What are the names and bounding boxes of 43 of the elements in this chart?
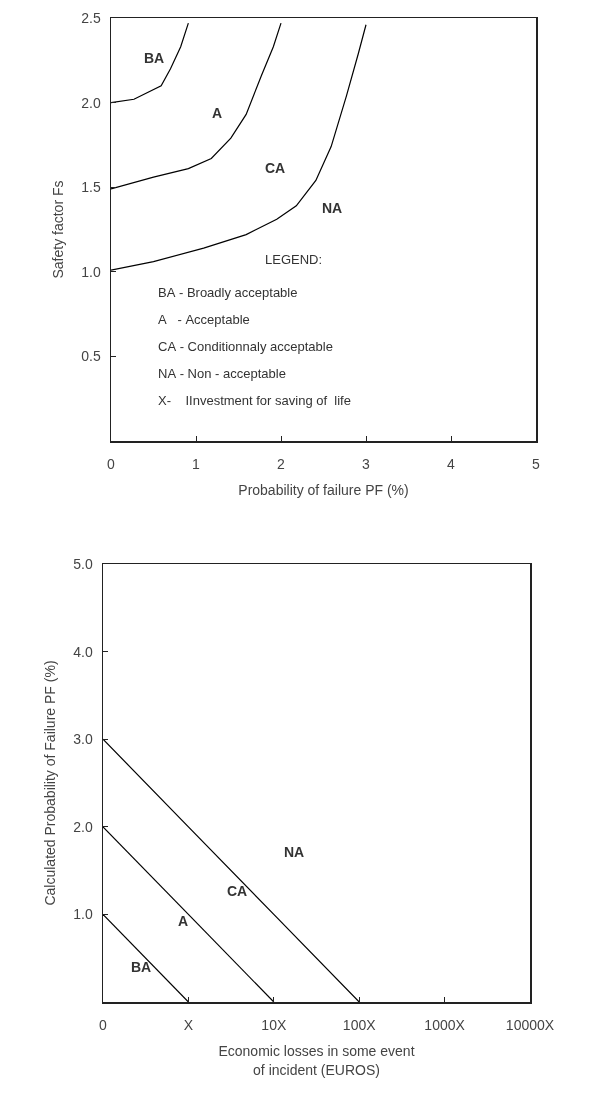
line-series [111,24,367,271]
annotation: A [178,913,189,929]
x-tick-label: 0 [99,1017,108,1034]
y-tick-label: 5.0 [73,555,93,572]
y-axis-title: Calculated Probability of Failure PF (%) [42,660,59,906]
y-tick-label: 2.5 [81,9,101,26]
y-tick-label: 3.0 [73,731,93,748]
line-series [111,22,189,104]
y-tick-label: 1.0 [73,906,93,923]
y-tick-label: 1.5 [81,179,101,196]
annotation: A - Acceptable [158,312,250,327]
x-tick-label: 5 [532,456,541,473]
annotation: LEGEND: [265,252,323,267]
annotation: X- IInvestment for saving of life [158,393,351,408]
y-tick-label: 4.0 [73,643,93,660]
y-tick-label: 0.5 [81,348,101,365]
x-axis-title: Probability of failure PF (%) [238,482,409,499]
y-tick-label: 1.0 [81,263,101,280]
y-tick-label: 2.0 [81,94,101,111]
x-axis-title: Economic losses in some event of incident (EUROS) [218,1043,415,1078]
annotation: BA [131,959,152,975]
x-tick-label: 2 [277,456,286,473]
annotation: NA [284,844,305,860]
x-tick-label: 10000X [505,1017,555,1034]
y-tick-label: 2.0 [73,818,93,835]
x-tick-label: 1000X [424,1017,466,1034]
x-tick-label: 100X [342,1017,377,1034]
y-axis-title: Safety factor Fs [50,180,67,279]
line-series [103,738,360,1002]
annotation: CA - Conditionnaly acceptable [158,339,333,354]
annotation: BA - Broadly acceptable [158,285,298,300]
x-tick-label: X [183,1017,194,1034]
annotation: CA [265,160,286,176]
annotation: CA [227,883,248,899]
annotation: NA - Non - acceptable [158,366,286,381]
x-tick-label: 10X [261,1017,287,1034]
x-tick-label: 0 [107,456,116,473]
x-tick-label: 3 [362,456,371,473]
x-tick-label: 1 [192,456,201,473]
annotation: A [212,105,223,121]
annotation: NA [322,200,343,216]
annotation: BA [144,50,165,66]
x-tick-label: 4 [447,456,456,473]
